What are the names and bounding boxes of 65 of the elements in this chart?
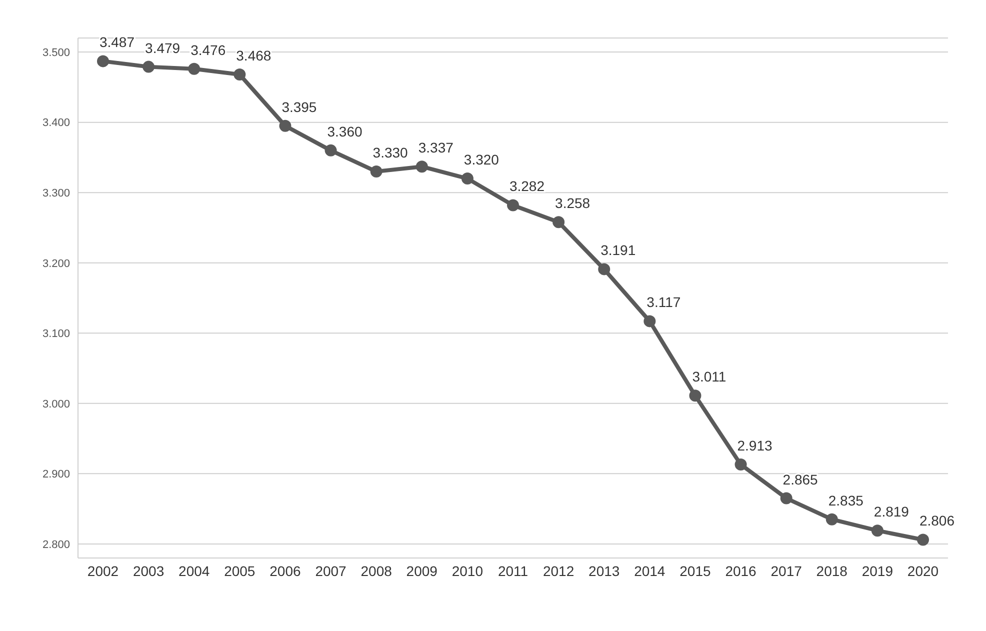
x-tick-label: 2009 xyxy=(406,562,438,579)
point xyxy=(598,263,610,276)
y-tick-label: 3.100 xyxy=(42,328,70,340)
point xyxy=(188,62,200,75)
point xyxy=(507,199,519,212)
data-label: 3.395 xyxy=(282,98,317,115)
data-label: 3.117 xyxy=(646,294,681,310)
x-tick-label: 2019 xyxy=(862,562,894,579)
data-label: 3.282 xyxy=(509,178,545,194)
y-tick-label: 3.400 xyxy=(42,117,70,130)
data-label: 3.479 xyxy=(145,40,180,56)
x-tick-label: 2002 xyxy=(87,562,119,579)
y-tick-label: 3.200 xyxy=(42,258,70,270)
y-tick-label: 2.900 xyxy=(42,468,70,481)
x-tick-label: 2018 xyxy=(816,562,848,579)
point xyxy=(826,513,838,526)
x-tick-label: 2004 xyxy=(178,562,210,579)
data-label: 2.865 xyxy=(782,471,818,488)
point xyxy=(279,120,292,132)
y-tick-label: 3.500 xyxy=(42,46,70,59)
point xyxy=(552,216,565,228)
data-label: 3.476 xyxy=(190,42,226,58)
point xyxy=(416,160,428,173)
point xyxy=(461,172,474,185)
x-tick-label: 2012 xyxy=(542,562,574,579)
data-label: 2.835 xyxy=(828,492,864,508)
y-tick-label: 3.000 xyxy=(42,398,70,410)
point xyxy=(917,534,929,546)
data-label: 2.819 xyxy=(874,504,910,520)
data-label: 3.258 xyxy=(555,195,590,212)
point xyxy=(644,315,656,328)
x-tick-label: 2010 xyxy=(452,562,484,579)
point xyxy=(370,166,382,178)
data-label: 2.913 xyxy=(737,438,772,454)
point xyxy=(324,144,337,156)
point xyxy=(689,390,702,402)
data-label: 2.806 xyxy=(919,512,955,529)
point xyxy=(871,524,884,537)
x-tick-label: 2011 xyxy=(498,562,528,579)
point xyxy=(97,55,109,68)
data-label: 3.360 xyxy=(327,123,362,140)
data-label: 3.011 xyxy=(692,368,726,385)
point xyxy=(142,60,155,73)
data-label: 3.337 xyxy=(418,140,454,156)
x-tick-label: 2015 xyxy=(680,562,712,579)
x-tick-label: 2013 xyxy=(588,562,620,579)
data-label: 3.320 xyxy=(464,152,500,168)
x-tick-label: 2020 xyxy=(907,562,939,579)
data-label: 3.468 xyxy=(236,48,272,64)
x-tick-label: 2003 xyxy=(132,562,164,579)
x-tick-label: 2005 xyxy=(224,562,256,579)
y-tick-label: 3.300 xyxy=(42,188,70,200)
x-tick-label: 2008 xyxy=(360,562,392,579)
x-tick-label: 2007 xyxy=(315,562,347,579)
data-label: 3.191 xyxy=(600,242,636,258)
x-tick-label: 2017 xyxy=(770,562,802,579)
point xyxy=(734,458,747,471)
y-tick-label: 2.800 xyxy=(42,538,70,551)
data-label: 3.330 xyxy=(372,144,408,161)
x-tick-label: 2006 xyxy=(270,562,302,579)
point xyxy=(780,492,792,504)
data-label: 3.487 xyxy=(99,34,135,50)
x-tick-label: 2014 xyxy=(634,562,666,579)
x-tick-label: 2016 xyxy=(725,562,757,579)
point xyxy=(234,68,246,81)
